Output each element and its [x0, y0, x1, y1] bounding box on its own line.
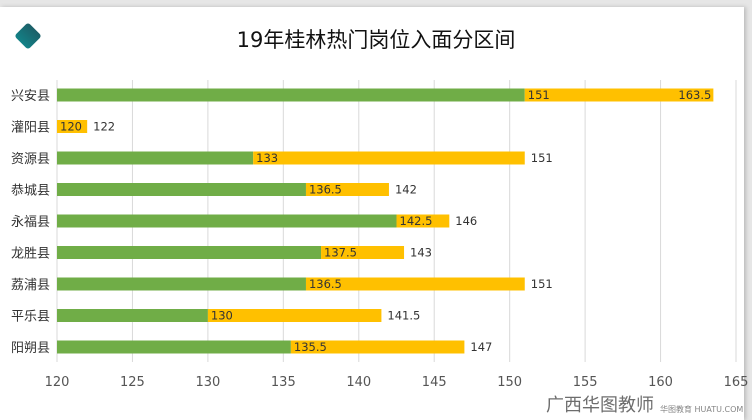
data-label-low: 136.5	[309, 183, 342, 197]
bar-range	[57, 120, 88, 133]
data-label-low: 135.5	[294, 340, 327, 354]
bar-base	[57, 88, 525, 102]
watermark: 广西华图教师	[546, 395, 654, 416]
data-label-low: 151	[528, 88, 550, 102]
bar-base	[57, 340, 291, 354]
data-label-low: 137.5	[324, 246, 357, 260]
data-label-high: 147	[470, 340, 492, 354]
data-label-low: 120	[60, 120, 82, 134]
category-label: 恭城县	[11, 184, 50, 199]
x-tick-label: 140	[346, 375, 371, 390]
data-label-high: 151	[531, 277, 553, 291]
category-label: 资源县	[11, 152, 50, 167]
bar-range	[290, 340, 465, 354]
x-tick-label: 150	[497, 375, 522, 390]
x-tick-label: 120	[45, 375, 70, 390]
bar-base	[57, 183, 306, 196]
chart-title: 19年桂林热门岗位入面分区间	[236, 28, 516, 52]
category-label: 龙胜县	[11, 247, 50, 262]
data-label-high: 143	[410, 246, 432, 260]
bar-range	[396, 214, 450, 228]
data-label-high: 163.5	[678, 88, 711, 102]
bar-range	[321, 246, 405, 259]
data-label-low: 133	[256, 151, 278, 165]
data-label-high: 151	[531, 151, 553, 165]
category-label: 兴安县	[11, 89, 50, 104]
data-label-high: 142	[395, 183, 417, 197]
category-label: 永福县	[11, 215, 50, 230]
x-tick-label: 130	[195, 375, 220, 390]
category-label: 阳朔县	[11, 341, 50, 356]
bar-range	[253, 151, 525, 165]
bar-range	[207, 309, 382, 322]
data-label-low: 142.5	[400, 214, 433, 228]
bar-base	[57, 246, 322, 259]
category-label: 平乐县	[11, 310, 50, 325]
x-tick-label: 135	[271, 375, 296, 390]
x-tick-label: 165	[724, 375, 749, 390]
bar-range	[305, 277, 525, 291]
x-tick-label: 160	[648, 375, 673, 390]
data-label-high: 122	[93, 120, 115, 134]
bar-range	[305, 183, 389, 196]
bar-base	[57, 151, 254, 165]
bar-range	[524, 88, 714, 102]
category-label: 荔浦县	[11, 278, 50, 293]
data-label-high: 141.5	[387, 309, 420, 323]
bar-base	[57, 277, 306, 291]
watermark-sub: 华图教育 HUATU.COM	[660, 405, 744, 414]
bar-base	[57, 309, 208, 322]
category-label: 灌阳县	[11, 121, 50, 136]
bar-base	[57, 214, 397, 228]
x-tick-label: 125	[120, 375, 145, 390]
data-label-low: 136.5	[309, 277, 342, 291]
x-tick-label: 145	[422, 375, 447, 390]
data-label-high: 146	[455, 214, 477, 228]
x-tick-label: 155	[573, 375, 598, 390]
data-label-low: 130	[211, 309, 233, 323]
